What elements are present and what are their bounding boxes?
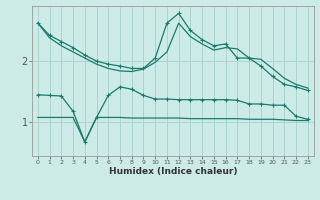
X-axis label: Humidex (Indice chaleur): Humidex (Indice chaleur): [108, 167, 237, 176]
